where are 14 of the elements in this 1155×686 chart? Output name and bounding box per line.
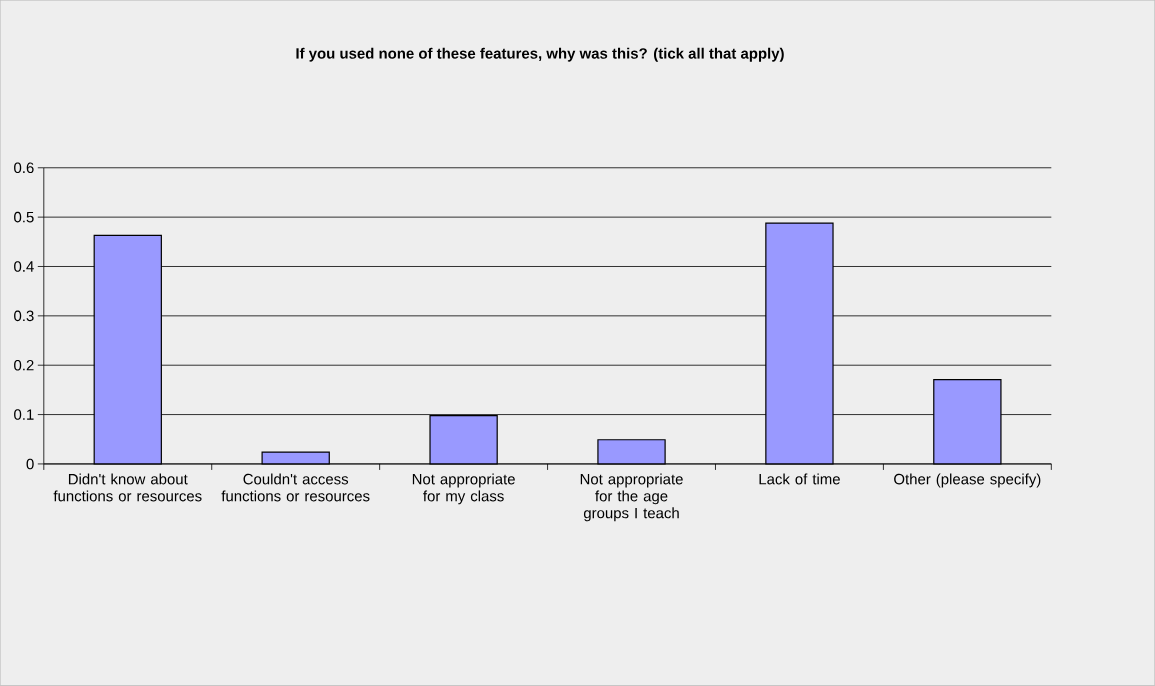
x-tick-label: Couldn't access functions or resources (221, 473, 370, 502)
y-tick-label: 0.1 (14, 409, 34, 420)
x-tick-label: Not appropriate for the age groups I teach (580, 473, 683, 522)
y-tick-label: 0 (26, 458, 34, 470)
y-tick-label: 0.3 (14, 310, 34, 322)
y-tick-label: 0.5 (14, 211, 34, 223)
x-tick-label: Other (please specify) (894, 473, 1041, 488)
x-tick-label: Not appropriate for my class (412, 473, 515, 505)
y-tick-label: 0.6 (14, 162, 34, 174)
x-tick-label: Lack of time (759, 473, 840, 485)
y-tick-label: 0.2 (14, 360, 34, 371)
x-tick-label: Didn't know about functions or resources (53, 473, 202, 502)
chart-title: If you used none of these features, why was this? (tick all that apply) (296, 47, 784, 62)
y-tick-label: 0.4 (14, 261, 34, 272)
